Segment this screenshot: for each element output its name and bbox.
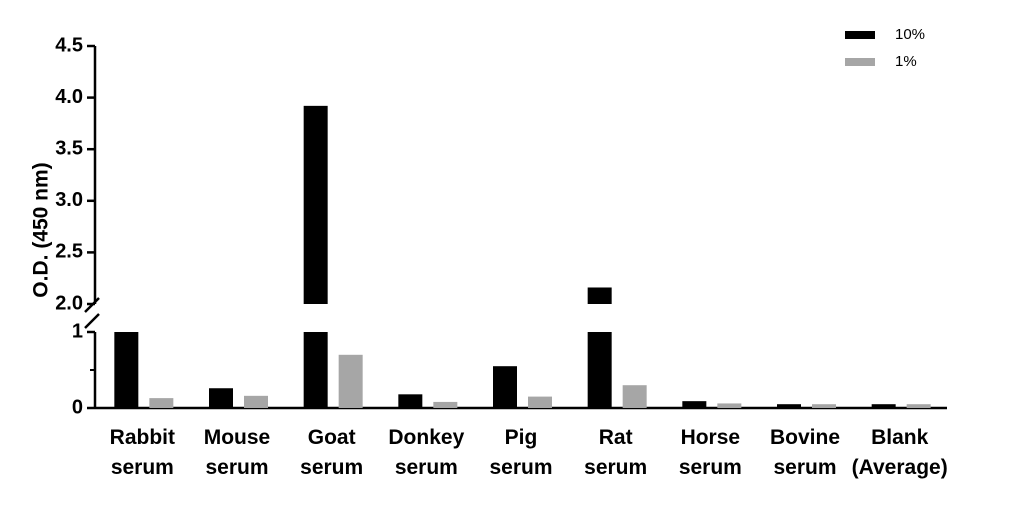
bar <box>303 105 328 304</box>
bar <box>114 332 139 408</box>
bar <box>587 332 612 408</box>
legend-label: 10% <box>895 26 925 43</box>
bar <box>338 354 363 408</box>
legend-swatch <box>845 31 875 39</box>
y-tick-label: 4.5 <box>55 34 83 56</box>
x-tick-label: Rabbit serum <box>110 426 175 479</box>
bar <box>717 403 742 408</box>
axis-break <box>84 297 100 313</box>
y-axis-label: O.D. (450 nm) <box>30 162 53 297</box>
x-tick-label: Mouse serum <box>204 426 271 479</box>
bar <box>433 401 458 408</box>
bar <box>209 388 233 408</box>
bar <box>493 366 517 408</box>
x-tick-label: Horse serum <box>679 426 742 479</box>
x-tick-label: Rat serum <box>584 426 647 479</box>
bar <box>682 401 707 408</box>
bar <box>871 404 896 408</box>
bar <box>906 404 931 408</box>
x-tick-label: Blank (Average) <box>852 426 948 479</box>
y-tick-label: 1 <box>72 320 83 342</box>
y-tick-label: 2.5 <box>55 241 83 263</box>
y-tick-label: 3.0 <box>55 189 83 211</box>
bar <box>149 398 174 408</box>
bar <box>777 404 801 408</box>
bar <box>622 385 647 408</box>
legend-label: 1% <box>895 53 917 70</box>
bar <box>244 395 268 408</box>
bar <box>528 396 552 408</box>
legend-swatch <box>845 58 875 66</box>
y-tick-label: 3.5 <box>55 137 83 159</box>
y-tick-label: 4.0 <box>55 86 83 108</box>
y-tick-label: 0 <box>72 396 83 418</box>
bar <box>812 404 836 408</box>
x-tick-label: Donkey serum <box>388 426 464 479</box>
y-tick-label: 2.0 <box>55 292 83 314</box>
x-tick-label: Pig serum <box>489 426 552 479</box>
x-tick-label: Goat serum <box>300 426 363 479</box>
bar <box>398 394 423 408</box>
bar <box>303 332 328 408</box>
x-tick-label: Bovine serum <box>770 426 840 479</box>
axis-break <box>84 313 100 329</box>
bar <box>587 287 612 304</box>
